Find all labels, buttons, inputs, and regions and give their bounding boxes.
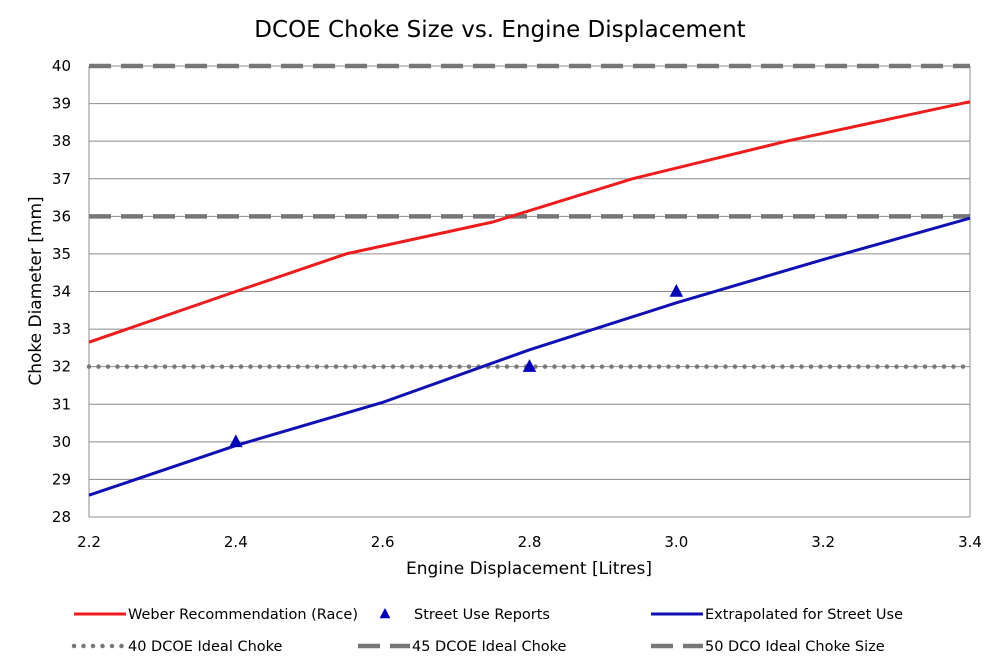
x-tick-label: 2.6 (371, 533, 395, 551)
x-axis-title: Engine Displacement [Litres] (406, 559, 652, 579)
legend-label: 50 DCO Ideal Choke Size (705, 639, 885, 655)
legend-item-45-dcoe-ideal-choke: 45 DCOE Ideal Choke (358, 639, 567, 655)
legend-item-40-dcoe-ideal-choke: 40 DCOE Ideal Choke (71, 639, 283, 655)
legend-label: 40 DCOE Ideal Choke (128, 639, 283, 655)
y-tick-label: 30 (52, 433, 71, 451)
y-tick-label: 33 (52, 320, 71, 338)
y-tick-label: 28 (52, 508, 71, 526)
legend-item-extrapolated-for-street-use: Extrapolated for Street Use (651, 607, 903, 623)
legend-label: Weber Recommendation (Race) (128, 607, 358, 623)
legend: Weber Recommendation (Race) Street Use Re… (71, 607, 903, 655)
y-tick-label: 39 (52, 95, 71, 113)
tick-labels: 28 29 30 31 32 33 34 35 36 37 38 39 40 2.2 2.4 2.6 2.8 3.… (52, 57, 982, 551)
legend-item-street-use-reports: Street Use Reports (379, 607, 550, 623)
y-tick-label: 34 (52, 283, 71, 301)
y-tick-label: 40 (52, 57, 71, 75)
x-tick-label: 2.8 (518, 533, 542, 551)
extrapolated-for-street-use-line (88, 216, 971, 497)
y-tick-label: 32 (52, 358, 71, 376)
legend-label: 45 DCOE Ideal Choke (412, 639, 567, 655)
x-tick-label: 2.4 (224, 533, 248, 551)
legend-swatch-street-use-reports (379, 608, 391, 619)
y-tick-label: 37 (52, 170, 71, 188)
y-tick-label: 29 (52, 470, 71, 488)
weber-recommendation-race-line (88, 100, 971, 344)
y-axis-title: Choke Diameter [mm] (26, 196, 46, 385)
legend-label: Street Use Reports (414, 607, 550, 623)
x-tick-label: 3.0 (664, 533, 688, 551)
chart-title: DCOE Choke Size vs. Engine Displacement (254, 17, 745, 43)
x-tick-label: 3.4 (958, 533, 982, 551)
legend-item-weber-recommendation-race: Weber Recommendation (Race) (74, 607, 358, 623)
x-tick-label: 2.2 (77, 533, 101, 551)
y-tick-label: 36 (52, 207, 71, 225)
y-tick-label: 35 (52, 245, 71, 263)
street-use-reports-point (522, 359, 537, 372)
street-use-reports-point (229, 434, 243, 448)
x-tick-label: 3.2 (811, 533, 835, 551)
legend-item-50-dco-ideal-choke-size: 50 DCO Ideal Choke Size (651, 639, 885, 655)
legend-label: Extrapolated for Street Use (705, 607, 903, 623)
street-use-reports-point (669, 284, 684, 297)
plot-area (88, 66, 971, 518)
y-tick-label: 38 (52, 132, 71, 150)
series-layer (86, 63, 973, 497)
y-tick-label: 31 (52, 395, 71, 413)
